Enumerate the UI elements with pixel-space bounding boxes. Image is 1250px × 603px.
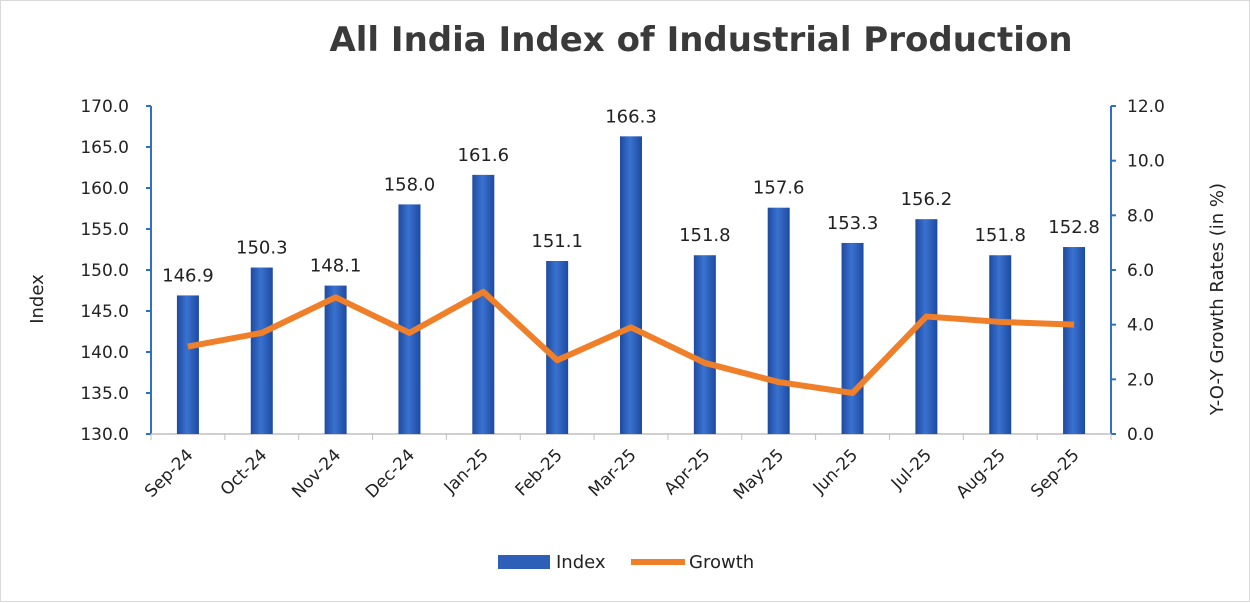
y2-tick-label: 4.0	[1127, 316, 1154, 336]
bar-data-label: 156.2	[901, 189, 953, 210]
bar-Oct-24	[251, 268, 273, 434]
bar-data-label: 150.3	[236, 238, 288, 259]
x-tick-label: Sep-25	[1027, 445, 1083, 501]
x-tick-label: Oct-24	[217, 445, 272, 500]
legend-index-swatch	[498, 555, 550, 569]
x-tick-label: Dec-24	[362, 445, 419, 502]
bar-data-label: 153.3	[827, 213, 879, 234]
bar-data-label: 166.3	[605, 106, 657, 127]
x-tick-label: Jan-25	[440, 445, 493, 498]
y2-tick-label: 0.0	[1127, 425, 1154, 445]
y2-tick-label: 6.0	[1127, 261, 1154, 281]
bar-data-label: 151.1	[531, 231, 583, 252]
x-tick-label: Sep-24	[141, 445, 197, 501]
x-tick-label: Aug-25	[953, 445, 1010, 502]
y2-tick-label: 2.0	[1127, 370, 1154, 390]
y-tick-label: 140.0	[80, 343, 129, 363]
y2-tick-label: 10.0	[1127, 152, 1165, 172]
y-tick-label: 155.0	[80, 220, 129, 240]
bar-data-label: 161.6	[458, 145, 510, 166]
bar-Feb-25	[546, 261, 568, 434]
bar-data-label: 157.6	[753, 178, 805, 199]
bar-data-label: 152.8	[1048, 217, 1100, 238]
bar-data-label: 151.8	[679, 225, 731, 246]
x-tick-label: Jul-25	[887, 445, 936, 494]
bar-data-label: 148.1	[310, 256, 362, 277]
x-tick-label: May-25	[730, 445, 788, 503]
y-tick-label: 170.0	[80, 97, 129, 117]
y-tick-label: 165.0	[80, 138, 129, 158]
bar-Aug-25	[989, 255, 1011, 434]
x-tick-label: Jun-25	[809, 445, 862, 498]
x-tick-label: Nov-24	[288, 445, 345, 502]
bar-data-label: 158.0	[384, 174, 436, 195]
legend: Index Growth	[498, 552, 754, 573]
bar-Sep-25	[1063, 247, 1085, 434]
chart-title: All India Index of Industrial Production	[329, 20, 1072, 60]
y-tick-label: 145.0	[80, 302, 129, 322]
y-tick-label: 160.0	[80, 179, 129, 199]
y-axis-label: Index	[27, 274, 48, 324]
bar-Apr-25	[694, 255, 716, 434]
bar-Jun-25	[842, 243, 864, 434]
x-tick-label: Feb-25	[512, 445, 567, 500]
bar-Dec-24	[398, 204, 420, 434]
bar-May-25	[768, 208, 790, 434]
bar-Nov-24	[325, 286, 347, 434]
y-tick-label: 135.0	[80, 384, 129, 404]
y2-axis-label: Y-O-Y Growth Rates (in %)	[1207, 183, 1228, 416]
bar-data-label: 146.9	[162, 265, 214, 286]
legend-index-label: Index	[556, 552, 606, 573]
y2-tick-label: 12.0	[1127, 97, 1165, 117]
x-tick-label: Apr-25	[661, 445, 715, 499]
x-tick-label: Mar-25	[585, 445, 641, 501]
y2-tick-label: 8.0	[1127, 206, 1154, 226]
bar-Sep-24	[177, 295, 199, 434]
bar-Mar-25	[620, 136, 642, 434]
bar-Jan-25	[472, 175, 494, 434]
y-tick-label: 130.0	[80, 425, 129, 445]
bar-data-label: 151.8	[974, 225, 1026, 246]
y-tick-label: 150.0	[80, 261, 129, 281]
legend-growth-label: Growth	[689, 552, 754, 573]
